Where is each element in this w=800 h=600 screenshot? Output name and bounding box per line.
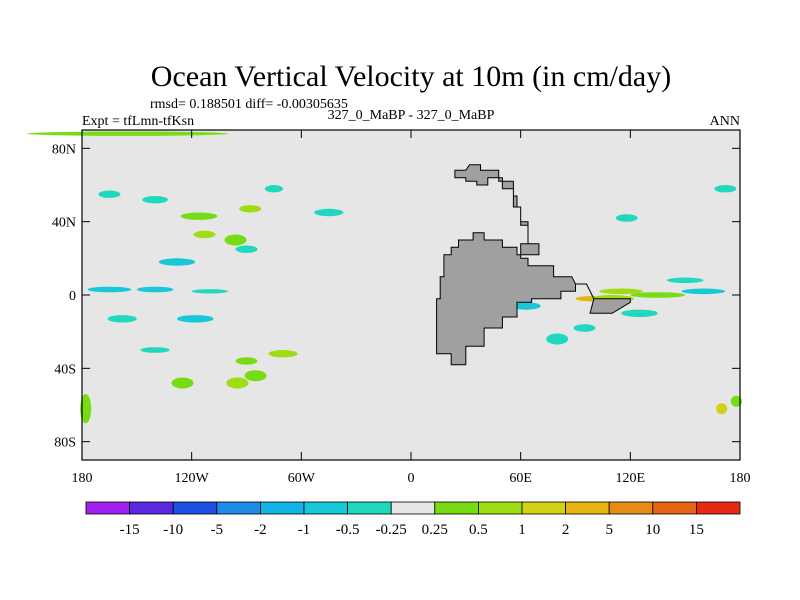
colorbar-swatch (347, 501, 392, 515)
anomaly-patch (193, 230, 216, 239)
chart-title: Ocean Vertical Velocity at 10m (in cm/da… (151, 60, 671, 93)
anomaly-patch (87, 286, 132, 293)
anomaly-patch (171, 377, 194, 389)
anomaly-patch (546, 333, 569, 345)
anomaly-patch (314, 208, 344, 217)
anomaly-patch (244, 370, 267, 382)
colorbar-swatch (521, 501, 566, 515)
colorbar-label: 2 (562, 522, 570, 538)
colorbar-label: 5 (605, 522, 613, 538)
anomaly-patch (239, 205, 262, 213)
colorbar-swatch (608, 501, 654, 515)
x-tick-label: 60E (509, 471, 532, 486)
y-axis: 80N 40N 0 40S 80S (52, 142, 740, 451)
x-axis: 180 120W 60W 0 60E 120E 180 (72, 130, 751, 486)
colorbar-swatch (85, 501, 130, 515)
x-tick-label: 120W (175, 471, 210, 486)
colorbar-label: -2 (254, 522, 267, 538)
anomaly-patch (621, 309, 658, 317)
x-tick-label: 120E (616, 471, 646, 486)
colorbar-label: -0.25 (376, 522, 407, 538)
anomaly-patch (27, 131, 229, 136)
colorbar-label: 0.5 (469, 522, 488, 538)
anomaly-patch (158, 258, 196, 266)
anomaly-patch (224, 234, 247, 246)
anomaly-patch (107, 315, 137, 323)
anomaly-patch (235, 245, 258, 253)
colorbar-swatch (696, 501, 741, 515)
colorbar-swatch (434, 501, 479, 515)
stats-label: rmsd= 0.188501 diff= -0.00305635 (150, 97, 348, 112)
season-label: ANN (710, 114, 740, 129)
colorbar-label: 10 (645, 522, 660, 538)
anomaly-patch (264, 185, 283, 193)
y-tick-label: 40N (52, 216, 76, 231)
anomaly-patch (716, 403, 728, 415)
y-tick-label: 40S (54, 362, 76, 377)
colorbar-swatch (303, 501, 348, 515)
anomaly-patch (599, 288, 644, 295)
anomaly-patch (511, 302, 541, 310)
colorbar-label: -10 (163, 522, 183, 538)
experiment-label: Expt = tfLmn-tfKsn (82, 114, 194, 129)
anomaly-patch (191, 289, 229, 294)
x-tick-label: 180 (72, 471, 93, 486)
anomaly-patch (142, 196, 168, 204)
landmass (436, 164, 631, 366)
y-tick-label: 0 (69, 289, 76, 304)
anomaly-patch (177, 315, 214, 323)
anomaly-patch (714, 185, 737, 193)
colorbar-label: -1 (298, 522, 311, 538)
colorbar-label: -0.5 (336, 522, 360, 538)
colorbar-swatch (477, 501, 523, 515)
colorbar-label: 15 (689, 522, 704, 538)
x-tick-label: 60W (288, 471, 316, 486)
colorbar-swatch (390, 501, 436, 515)
colorbar-label: 1 (518, 522, 526, 538)
anomaly-patch (730, 395, 742, 407)
anomaly-patch (180, 212, 218, 220)
anomaly-patch (615, 214, 638, 222)
anomaly-patch (98, 190, 121, 198)
colorbar-swatch (259, 501, 305, 515)
anomaly-patch (630, 292, 686, 298)
colorbar-swatch (565, 501, 610, 515)
anomaly-patch (136, 286, 174, 293)
anomaly-patch (681, 288, 726, 295)
period-label: 327_0_MaBP - 327_0_MaBP (328, 108, 495, 123)
y-tick-label: 80S (54, 436, 76, 451)
x-tick-label: 180 (730, 471, 751, 486)
anomaly-patch (573, 324, 596, 332)
land-layer (436, 164, 631, 366)
anomaly-patch (666, 277, 704, 284)
colorbar-swatch (172, 501, 218, 515)
colorbar: -15 -10 -5 -2 -1 -0.5 -0.25 0.25 0.5 1 2 5 10 15 (85, 501, 741, 538)
colorbar-swatch (216, 501, 261, 515)
colorbar-label: 0.25 (422, 522, 448, 538)
anomaly-patch (268, 350, 298, 358)
anomaly-patch (226, 377, 249, 389)
anomaly-patch (80, 394, 92, 424)
colorbar-label: -5 (211, 522, 224, 538)
colorbar-swatch (652, 501, 697, 515)
x-tick-label: 0 (408, 471, 415, 486)
colorbar-label: -15 (120, 522, 140, 538)
anomaly-patch (140, 347, 170, 353)
colorbar-swatch (129, 501, 174, 515)
y-tick-label: 80N (52, 142, 76, 157)
plot-background (82, 130, 740, 460)
anomaly-patch (235, 357, 258, 365)
